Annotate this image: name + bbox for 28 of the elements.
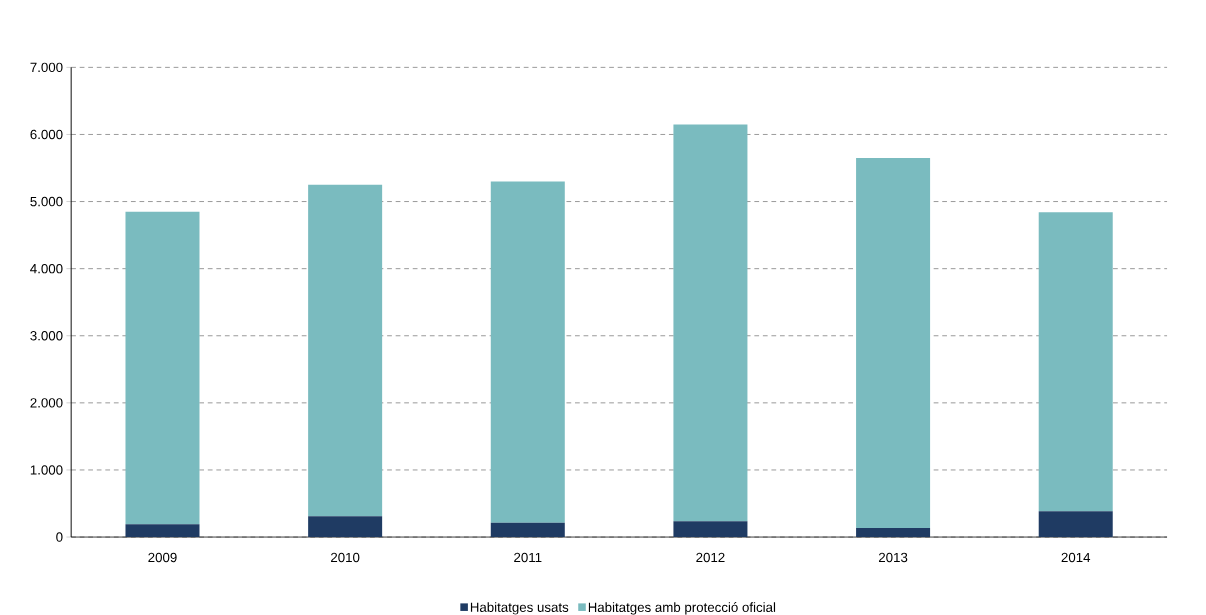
bar [856, 528, 931, 538]
bar [125, 524, 200, 538]
bar [673, 521, 748, 538]
bar [856, 158, 931, 529]
bar [125, 211, 200, 525]
legend-label: Habitatges usats [470, 602, 569, 615]
x-tick-label: 2010 [331, 552, 360, 563]
bar [1038, 511, 1113, 538]
y-tick-label: 2.000 [30, 398, 63, 408]
y-tick-label: 6.000 [30, 129, 63, 140]
bar [308, 516, 383, 538]
y-tick-label: 4.000 [30, 264, 63, 274]
bar [673, 124, 748, 522]
bar [490, 181, 565, 523]
bar [1038, 212, 1113, 512]
y-tick-label: 3.000 [30, 331, 63, 341]
y-tick-label: 5.000 [30, 196, 63, 207]
y-tick-label: 1.000 [30, 465, 63, 475]
y-tick-label: 0 [56, 532, 63, 542]
x-tick-label: 2011 [514, 552, 542, 563]
x-tick-label: 2009 [148, 552, 177, 563]
bar [308, 184, 383, 517]
legend-label: Habitatges amb protecció oficial [588, 602, 776, 615]
bar [490, 522, 565, 538]
x-tick-label: 2012 [696, 552, 725, 563]
y-tick-label: 7.000 [30, 62, 63, 73]
x-tick-label: 2013 [878, 552, 908, 563]
x-tick-label: 2014 [1061, 552, 1091, 563]
